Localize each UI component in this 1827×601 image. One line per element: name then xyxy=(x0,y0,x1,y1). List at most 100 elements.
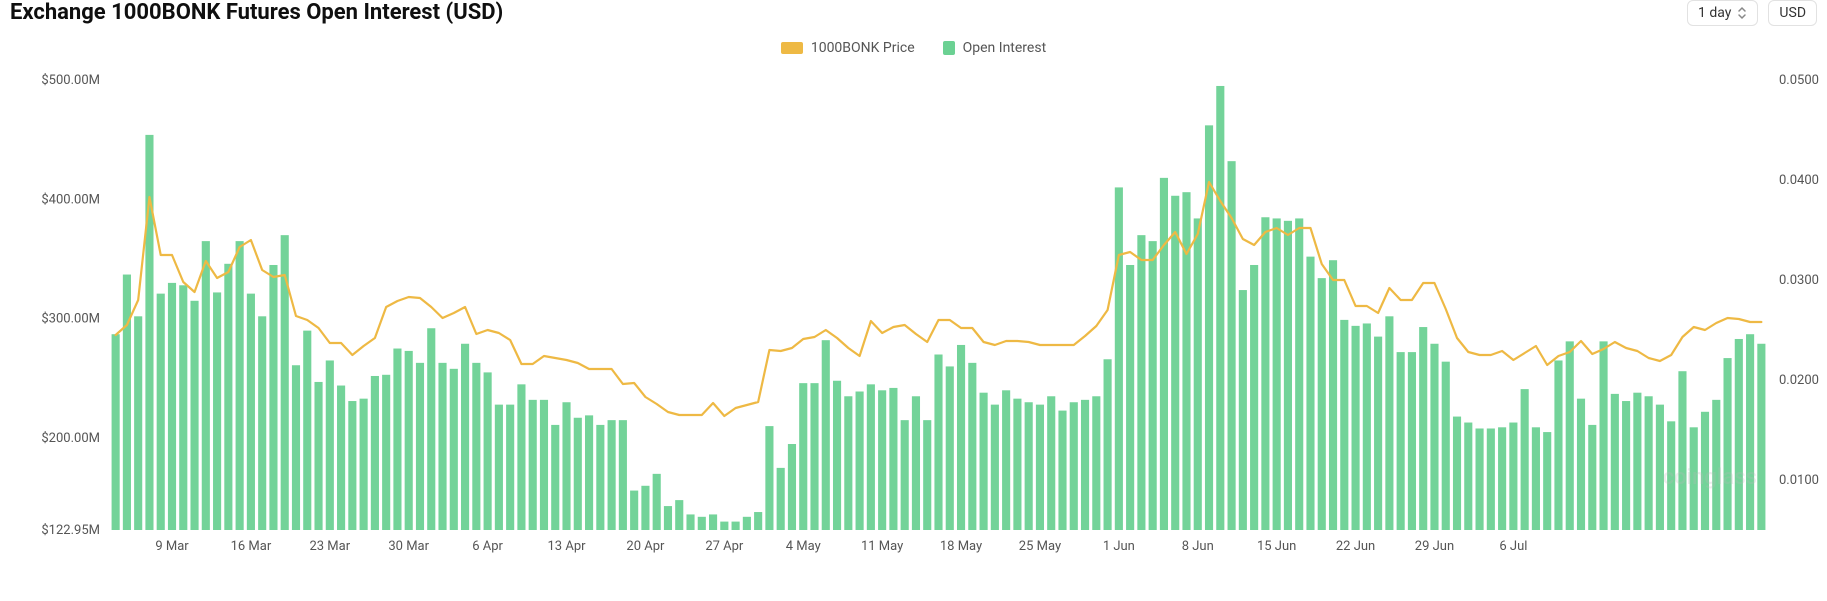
bar[interactable] xyxy=(1464,423,1472,530)
bar[interactable] xyxy=(1690,427,1698,530)
bar[interactable] xyxy=(1430,344,1438,530)
bar[interactable] xyxy=(314,382,322,530)
bar[interactable] xyxy=(157,294,165,530)
bar[interactable] xyxy=(1273,218,1281,530)
bar[interactable] xyxy=(1498,427,1506,530)
bar[interactable] xyxy=(1611,394,1619,530)
bar[interactable] xyxy=(337,386,345,530)
bar[interactable] xyxy=(698,517,706,530)
bar[interactable] xyxy=(901,420,909,530)
bar[interactable] xyxy=(653,474,661,530)
bar[interactable] xyxy=(912,396,920,530)
bar[interactable] xyxy=(1746,334,1754,530)
bar[interactable] xyxy=(1622,401,1630,530)
bar[interactable] xyxy=(1723,358,1731,530)
bar[interactable] xyxy=(269,265,277,530)
bar[interactable] xyxy=(224,264,232,530)
bar[interactable] xyxy=(1340,320,1348,530)
bar[interactable] xyxy=(1002,390,1010,530)
bar[interactable] xyxy=(1385,316,1393,530)
bar[interactable] xyxy=(1329,260,1337,530)
bar[interactable] xyxy=(1216,86,1224,530)
bar[interactable] xyxy=(438,363,446,530)
bar[interactable] xyxy=(765,426,773,530)
bar[interactable] xyxy=(450,369,458,530)
bar[interactable] xyxy=(1115,187,1123,530)
bar[interactable] xyxy=(529,400,537,530)
bar[interactable] xyxy=(326,360,334,530)
bar[interactable] xyxy=(1543,432,1551,530)
bar[interactable] xyxy=(1374,337,1382,530)
legend-item-oi[interactable]: Open Interest xyxy=(943,40,1047,56)
bar[interactable] xyxy=(1092,396,1100,530)
bar[interactable] xyxy=(844,396,852,530)
bar[interactable] xyxy=(980,393,988,530)
bar[interactable] xyxy=(619,420,627,530)
bar[interactable] xyxy=(416,363,424,530)
bar[interactable] xyxy=(247,294,255,530)
bar[interactable] xyxy=(585,415,593,530)
bar[interactable] xyxy=(867,384,875,530)
bar[interactable] xyxy=(540,400,548,530)
bar[interactable] xyxy=(630,491,638,530)
bar[interactable] xyxy=(303,331,311,530)
bar[interactable] xyxy=(1645,396,1653,530)
bar[interactable] xyxy=(202,241,210,530)
legend-item-price[interactable]: 1000BONK Price xyxy=(781,40,915,56)
bar[interactable] xyxy=(1712,400,1720,530)
bar[interactable] xyxy=(1081,400,1089,530)
bar[interactable] xyxy=(213,292,221,530)
bar[interactable] xyxy=(1306,257,1314,530)
bar[interactable] xyxy=(281,235,289,530)
bar[interactable] xyxy=(1250,265,1258,530)
bar[interactable] xyxy=(1013,399,1021,530)
bar[interactable] xyxy=(1025,402,1033,530)
bar[interactable] xyxy=(1171,196,1179,530)
bar[interactable] xyxy=(495,405,503,530)
bar[interactable] xyxy=(112,334,120,530)
bar[interactable] xyxy=(675,500,683,530)
bar[interactable] xyxy=(720,522,728,530)
bar[interactable] xyxy=(145,135,153,530)
bar[interactable] xyxy=(1160,178,1168,530)
bar[interactable] xyxy=(348,401,356,530)
bar[interactable] xyxy=(934,355,942,531)
bar[interactable] xyxy=(1701,412,1709,530)
bar[interactable] xyxy=(1408,352,1416,530)
bar[interactable] xyxy=(292,365,300,530)
bar[interactable] xyxy=(190,301,198,530)
bar[interactable] xyxy=(1600,341,1608,530)
bar[interactable] xyxy=(754,512,762,530)
bar[interactable] xyxy=(856,392,864,531)
bar[interactable] xyxy=(461,344,469,530)
bar[interactable] xyxy=(596,425,604,530)
bar[interactable] xyxy=(1318,278,1326,530)
bar[interactable] xyxy=(1352,326,1360,530)
bar[interactable] xyxy=(777,468,785,530)
bar[interactable] xyxy=(608,420,616,530)
bar[interactable] xyxy=(179,285,187,530)
bar[interactable] xyxy=(506,405,514,530)
bar[interactable] xyxy=(1735,339,1743,530)
bar[interactable] xyxy=(664,506,672,530)
bar[interactable] xyxy=(1284,221,1292,530)
bar[interactable] xyxy=(810,383,818,530)
bar[interactable] xyxy=(1419,327,1427,530)
bar[interactable] xyxy=(371,376,379,530)
bar[interactable] xyxy=(1577,399,1585,530)
bar[interactable] xyxy=(1521,389,1529,530)
bar[interactable] xyxy=(1566,341,1574,530)
bar[interactable] xyxy=(957,345,965,530)
bar[interactable] xyxy=(574,418,582,530)
bar[interactable] xyxy=(168,283,176,530)
bar[interactable] xyxy=(743,517,751,530)
bar[interactable] xyxy=(709,514,717,530)
bar[interactable] xyxy=(991,405,999,530)
bar[interactable] xyxy=(472,363,480,530)
bar[interactable] xyxy=(1509,423,1517,530)
bar[interactable] xyxy=(1656,405,1664,530)
bar[interactable] xyxy=(889,388,897,530)
bar[interactable] xyxy=(123,275,131,530)
currency-select[interactable]: USD xyxy=(1768,0,1817,26)
bar[interactable] xyxy=(1678,371,1686,530)
